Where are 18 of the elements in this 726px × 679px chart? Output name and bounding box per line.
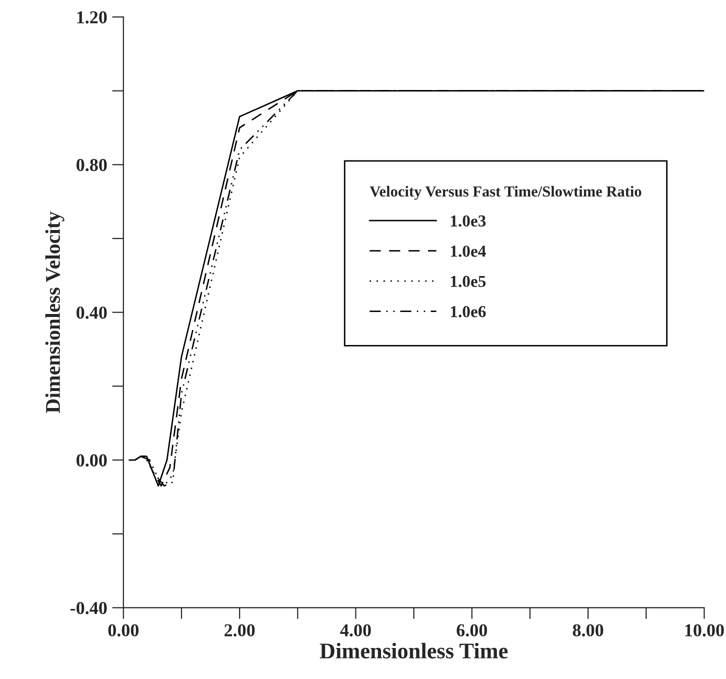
x-tick-label: 4.00: [340, 624, 371, 636]
y-tick-label: 0.00: [76, 454, 107, 467]
x-axis-title: Dimensionless Time: [320, 642, 508, 658]
x-tick-label: 8.00: [572, 624, 604, 636]
legend-label: 1.0e5: [450, 276, 486, 288]
y-axis-title: Dimensionless Velocity: [45, 212, 64, 413]
y-tick-label: -0.40: [70, 602, 107, 614]
x-tick-label: 10.00: [685, 624, 724, 636]
y-tick-label: 1.20: [77, 11, 107, 24]
x-tick-label: 0.00: [108, 624, 139, 636]
legend-label: 1.0e3: [450, 215, 486, 227]
legend-label: 1.0e6: [450, 306, 486, 318]
legend-label: 1.0e4: [450, 246, 486, 257]
y-tick-label: 0.80: [76, 158, 107, 172]
x-tick-label: 6.00: [456, 624, 488, 636]
legend-title: Velocity Versus Fast Time/Slowtime Ratio: [370, 186, 642, 200]
x-tick-label: 2.00: [224, 624, 255, 636]
y-tick-label: 0.40: [76, 306, 107, 319]
